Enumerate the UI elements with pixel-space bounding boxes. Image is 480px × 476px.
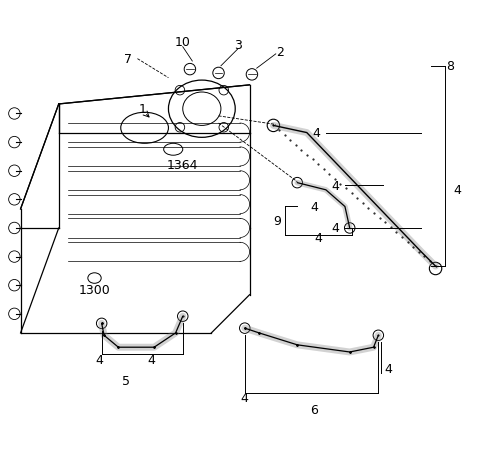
Text: 9: 9 — [273, 215, 281, 228]
Text: 3: 3 — [234, 39, 241, 52]
Text: 8: 8 — [446, 60, 454, 73]
Text: 4: 4 — [332, 222, 339, 235]
Text: 6: 6 — [310, 403, 318, 416]
Text: 1364: 1364 — [167, 159, 199, 172]
Text: 2: 2 — [276, 46, 285, 59]
Text: 4: 4 — [332, 179, 339, 192]
Text: 4: 4 — [453, 184, 461, 197]
Text: 7: 7 — [124, 53, 132, 66]
Text: 1: 1 — [138, 103, 146, 116]
Text: 4: 4 — [310, 200, 318, 214]
Text: 4: 4 — [384, 362, 392, 376]
Text: 4: 4 — [241, 391, 249, 404]
Text: 5: 5 — [121, 374, 130, 387]
Text: 4: 4 — [315, 231, 323, 245]
Text: 1300: 1300 — [79, 284, 110, 297]
Text: 4: 4 — [96, 353, 103, 366]
Text: 4: 4 — [148, 353, 156, 366]
Text: 10: 10 — [175, 36, 191, 50]
Text: 4: 4 — [312, 127, 320, 140]
